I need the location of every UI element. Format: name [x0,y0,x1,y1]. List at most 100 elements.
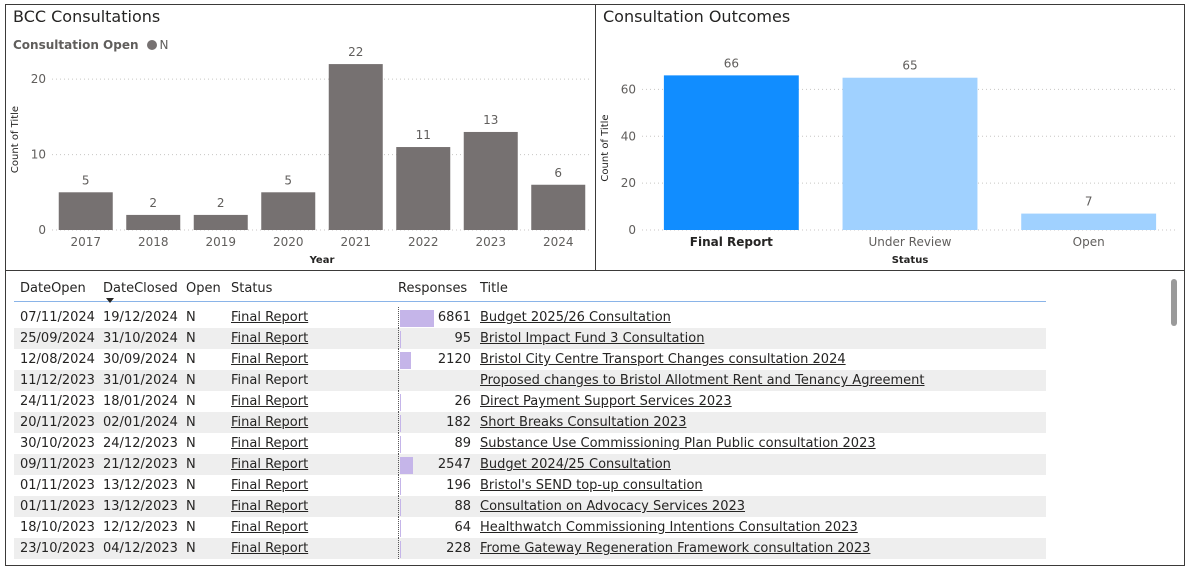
legend-dot-icon [146,40,157,50]
cell-date-closed: 31/01/2024 [103,373,178,388]
cell-status[interactable]: Final Report [231,520,309,535]
cell-responses: 6861 [398,307,471,328]
cell-status[interactable]: Final Report [231,499,309,514]
table-row[interactable]: 18/10/2023 12/12/2023 N Final Report 64 Healt… [14,517,1046,538]
cell-status[interactable]: Final Report [231,436,309,451]
table-row[interactable]: 24/11/2023 18/01/2024 N Final Report 26 Direc… [14,391,1046,412]
cell-open: N [186,436,196,451]
responses-data-bar [400,478,401,495]
x-tick-label[interactable]: 2019 [205,235,236,249]
x-tick-label[interactable]: Final Report [690,235,773,249]
cell-title[interactable]: Healthwatch Commissioning Intentions Con… [480,520,858,535]
cell-date-open: 24/11/2023 [20,394,95,409]
cell-open: N [186,499,196,514]
responses-data-bar [400,436,401,453]
cell-open: N [186,541,196,556]
cell-status[interactable]: Final Report [231,541,309,556]
cell-status[interactable]: Final Report [231,457,309,472]
cell-status[interactable]: Final Report [231,394,309,409]
x-tick-label[interactable]: 2017 [70,235,101,249]
table-row[interactable]: 01/11/2023 13/12/2023 N Final Report 88 Consu… [14,496,1046,517]
table-row[interactable]: 11/12/2023 31/01/2024 N Final Report Propose… [14,370,1046,391]
cell-title[interactable]: Bristol Impact Fund 3 Consultation [480,331,705,346]
cell-date-open: 23/10/2023 [20,541,95,556]
table-row[interactable]: 07/11/2024 19/12/2024 N Final Report 6861 Bud… [14,307,1046,328]
consultations-table-visual[interactable]: DateOpen DateClosed Open Status Response… [5,270,1185,566]
x-tick-label[interactable]: 2020 [273,235,304,249]
responses-value: 89 [454,436,471,451]
table-body: 07/11/2024 19/12/2024 N Final Report 6861 Bud… [14,307,1046,559]
cell-date-open: 18/10/2023 [20,520,95,535]
responses-data-bar [400,541,402,558]
year-chart-visual[interactable]: BCC Consultations Consultation Open N 0 1… [5,4,596,271]
x-axis-title: Status [892,255,929,266]
bar-2021[interactable] [328,64,383,230]
status-bar-chart[interactable]: 0 20 40 60 Count of Title 66 Final Report 65 Und… [596,5,1184,270]
cell-title[interactable]: Frome Gateway Regeneration Framework con… [480,541,871,556]
cell-status[interactable]: Final Report [231,415,309,430]
year-bar-chart[interactable]: 0 10 20 Count of Title 5 2017 2 2018 2 2019 5 2020 2… [6,5,595,270]
header-responses[interactable]: Responses [398,281,468,296]
header-date-closed[interactable]: DateClosed [103,281,178,296]
bar-2018[interactable] [126,214,181,230]
table-scrollbar[interactable] [1171,279,1177,326]
x-tick-label[interactable]: Under Review [869,235,952,249]
cell-status[interactable]: Final Report [231,310,309,325]
cell-title[interactable]: Budget 2025/26 Consultation [480,310,671,325]
data-label: 11 [416,128,431,142]
year-chart-legend[interactable]: Consultation Open N [13,38,169,52]
cell-status[interactable]: Final Report [231,478,309,493]
cell-open: N [186,457,196,472]
cell-title[interactable]: Substance Use Commissioning Plan Public … [480,436,876,451]
responses-data-bar [400,520,401,537]
x-tick-label[interactable]: 2024 [543,235,574,249]
cell-status[interactable]: Final Report [231,331,309,346]
table-row[interactable]: 30/10/2023 24/12/2023 N Final Report 89 Subst… [14,433,1046,454]
bar-2022[interactable] [396,147,451,230]
bar-2020[interactable] [261,192,316,230]
header-date-open[interactable]: DateOpen [20,281,86,296]
cell-title[interactable]: Proposed changes to Bristol Allotment Re… [480,373,925,388]
cell-open: N [186,478,196,493]
x-axis-title: Year [309,255,335,266]
x-tick-label[interactable]: 2023 [475,235,506,249]
cell-title[interactable]: Consultation on Advocacy Services 2023 [480,499,746,514]
bar-open[interactable] [1021,213,1157,230]
cell-responses: 89 [398,433,471,454]
bar-2019[interactable] [193,214,248,230]
x-tick-label[interactable]: Open [1073,235,1105,249]
cell-title[interactable]: Budget 2024/25 Consultation [480,457,671,472]
table-row[interactable]: 12/08/2024 30/09/2024 N Final Report 2120 Bri… [14,349,1046,370]
header-title[interactable]: Title [480,281,508,296]
legend-item-n[interactable]: N [159,38,169,52]
y-tick-label: 20 [621,176,636,190]
table-row[interactable]: 20/11/2023 02/01/2024 N Final Report 182 Shor… [14,412,1046,433]
table-row[interactable]: 23/10/2023 04/12/2023 N Final Report 228 From… [14,538,1046,559]
bar-final-report[interactable] [663,75,799,230]
bar-2023[interactable] [463,131,518,230]
cell-title[interactable]: Short Breaks Consultation 2023 [480,415,687,430]
status-chart-visual[interactable]: Consultation Outcomes 0 20 40 60 Count of Ti… [595,4,1185,271]
table-row[interactable]: 01/11/2023 13/12/2023 N Final Report 196 Bris… [14,475,1046,496]
header-status[interactable]: Status [231,281,273,296]
cell-date-open: 20/11/2023 [20,415,95,430]
cell-date-closed: 13/12/2023 [103,499,178,514]
bar-2017[interactable] [58,192,113,230]
cell-date-open: 30/10/2023 [20,436,95,451]
x-tick-label[interactable]: 2018 [138,235,169,249]
responses-data-bar [400,310,434,327]
header-open[interactable]: Open [186,281,221,296]
cell-title[interactable]: Direct Payment Support Services 2023 [480,394,732,409]
y-tick-label: 40 [621,129,636,143]
x-tick-label[interactable]: 2022 [408,235,439,249]
cell-status[interactable]: Final Report [231,352,309,367]
cell-responses: 88 [398,496,471,517]
cell-title[interactable]: Bristol's SEND top-up consultation [480,478,703,493]
table-row[interactable]: 25/09/2024 31/10/2024 N Final Report 95 Brist… [14,328,1046,349]
bar-under-review[interactable] [842,77,978,230]
bar-2024[interactable] [531,184,586,230]
table-row[interactable]: 09/11/2023 21/12/2023 N Final Report 2547 Bud… [14,454,1046,475]
data-label: 2 [149,196,157,210]
x-tick-label[interactable]: 2021 [340,235,371,249]
cell-title[interactable]: Bristol City Centre Transport Changes co… [480,352,846,367]
